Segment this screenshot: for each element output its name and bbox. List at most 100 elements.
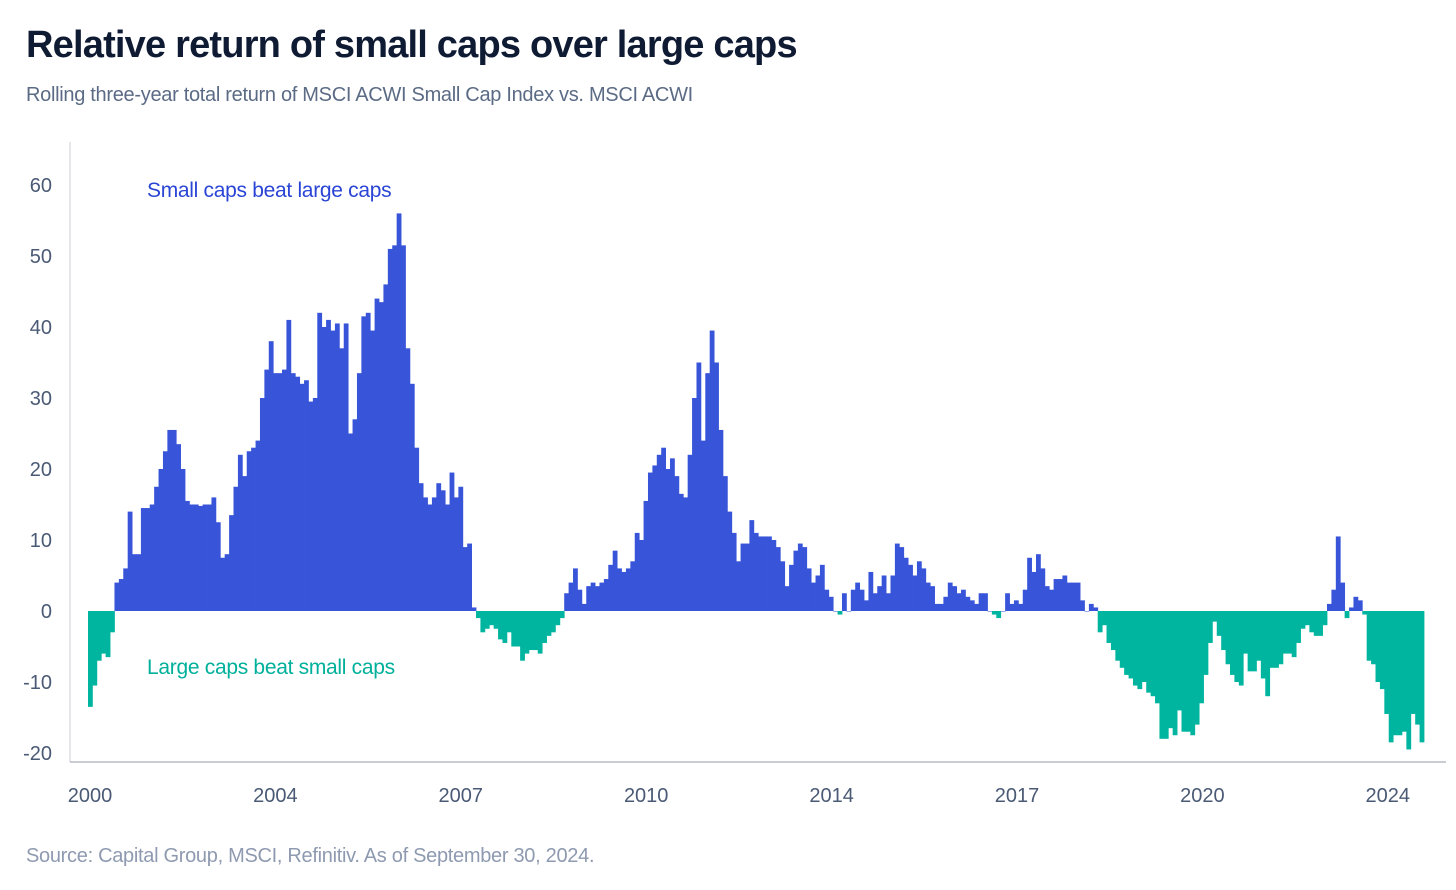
bar	[1115, 611, 1121, 661]
bar	[983, 593, 988, 611]
bar	[1313, 611, 1319, 636]
bar	[846, 611, 852, 612]
bar	[1168, 611, 1174, 729]
bar	[489, 611, 495, 626]
bar	[568, 582, 574, 611]
bar	[634, 532, 640, 611]
bar	[1163, 611, 1169, 739]
bar	[1110, 611, 1116, 651]
y-tick-label: 40	[30, 317, 52, 339]
x-tick-label: 2014	[809, 785, 854, 807]
source-note: Source: Capital Group, MSCI, Refinitiv. …	[26, 845, 595, 867]
bar	[683, 497, 689, 611]
bar	[1393, 611, 1398, 736]
bar	[1058, 579, 1063, 611]
bar	[577, 589, 583, 611]
bar	[833, 611, 838, 612]
bar	[625, 568, 631, 611]
bar	[370, 330, 375, 611]
bar	[1000, 611, 1006, 612]
bar	[449, 472, 455, 611]
bar	[1150, 611, 1156, 697]
bar	[590, 582, 596, 611]
bar	[493, 611, 499, 629]
bar	[1243, 611, 1249, 654]
bars-group	[88, 213, 1425, 750]
bar	[193, 504, 199, 611]
bar	[92, 611, 98, 686]
bar	[938, 603, 944, 611]
bar	[220, 557, 226, 611]
bar	[718, 429, 724, 611]
bar	[700, 440, 706, 611]
bar	[207, 504, 212, 611]
bar	[458, 486, 464, 611]
bar	[555, 611, 561, 626]
bar	[1410, 611, 1416, 714]
x-tick-label: 2020	[1180, 785, 1225, 807]
bar	[546, 611, 552, 636]
bar	[1300, 611, 1306, 629]
bar	[101, 611, 107, 654]
bar	[1031, 571, 1037, 611]
bar	[819, 564, 825, 611]
bar	[299, 383, 305, 611]
bar	[343, 323, 349, 611]
bar	[934, 603, 940, 611]
bar	[1269, 611, 1275, 668]
bar	[890, 575, 896, 611]
bar	[167, 429, 173, 611]
bar	[1128, 611, 1134, 679]
bar	[961, 589, 966, 611]
bar	[661, 447, 667, 611]
bar	[1119, 611, 1125, 668]
bar	[1137, 611, 1143, 690]
bar	[656, 454, 662, 611]
bar	[1309, 611, 1315, 633]
bar	[1340, 582, 1346, 611]
bar	[149, 504, 155, 611]
bar	[542, 611, 547, 643]
bar	[1093, 607, 1099, 611]
bar	[1097, 611, 1103, 633]
bar	[930, 586, 935, 611]
bar	[987, 611, 993, 612]
bar	[476, 611, 481, 619]
bar	[233, 486, 239, 611]
bar	[780, 561, 786, 611]
bar	[524, 611, 530, 654]
bar	[1022, 589, 1028, 611]
bar	[1265, 611, 1271, 697]
bar	[705, 373, 711, 611]
bar	[528, 611, 534, 651]
bar	[114, 582, 120, 611]
bar	[123, 568, 129, 611]
bar	[268, 341, 274, 611]
bar	[431, 497, 437, 611]
bar	[1379, 611, 1385, 690]
bar	[1322, 611, 1328, 626]
bar	[1207, 611, 1213, 643]
bar	[996, 611, 1002, 619]
bar	[727, 511, 733, 611]
bar	[215, 522, 221, 611]
bar	[229, 515, 234, 611]
bar	[564, 593, 570, 611]
bar	[1027, 557, 1032, 611]
bar	[1102, 611, 1107, 626]
bar	[762, 536, 768, 611]
bar	[1194, 611, 1200, 725]
bar	[1278, 611, 1284, 665]
bar	[140, 508, 146, 611]
x-tick-label: 2010	[624, 785, 669, 807]
bar	[903, 557, 909, 611]
bar	[405, 348, 411, 611]
bar	[154, 486, 159, 611]
bar	[864, 600, 869, 611]
y-tick-label: 30	[30, 388, 52, 410]
x-tick-label: 2024	[1366, 785, 1411, 807]
bar	[837, 611, 843, 615]
bar	[1075, 582, 1081, 611]
bar	[758, 536, 764, 611]
bar	[1018, 603, 1024, 611]
